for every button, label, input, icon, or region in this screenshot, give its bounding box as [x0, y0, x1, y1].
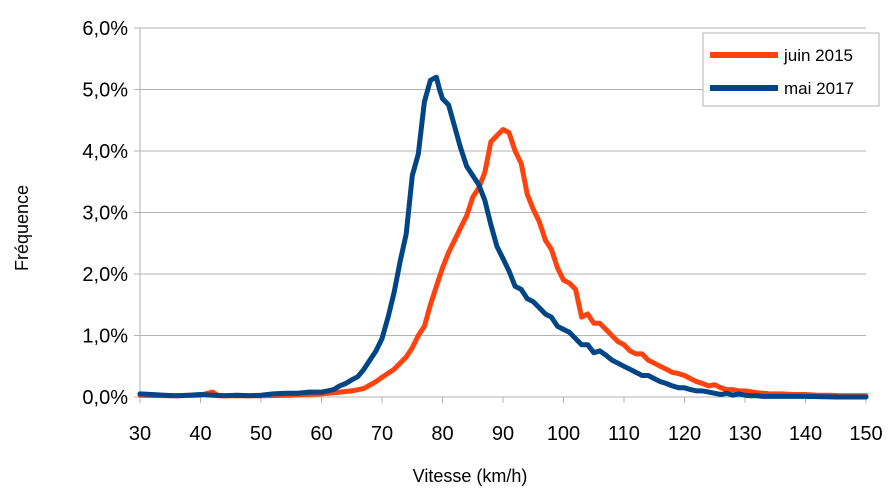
- x-tick-label: 120: [668, 423, 701, 445]
- y-tick-label: 3,0%: [82, 203, 128, 225]
- x-tick-label: 40: [189, 423, 211, 445]
- y-axis-title: Fréquence: [12, 185, 32, 271]
- x-tick-label: 30: [129, 423, 151, 445]
- series-lines: [137, 74, 869, 400]
- series-line-juin-2015: [137, 127, 869, 399]
- y-tick-label: 0,0%: [82, 387, 128, 409]
- legend: juin 2015 mai 2017: [702, 32, 880, 107]
- y-tick-label: 4,0%: [82, 141, 128, 163]
- legend-box: [702, 32, 880, 107]
- y-tick-label: 2,0%: [82, 264, 128, 286]
- y-tick-label: 1,0%: [82, 326, 128, 348]
- x-tick-label: 140: [789, 423, 822, 445]
- series-line-mai-2017: [137, 74, 869, 400]
- tick-labels: 0,0% 1,0% 2,0% 3,0% 4,0% 5,0% 6,0% 30 40 50 60 70 80…: [82, 18, 882, 445]
- y-tick-label: 6,0%: [82, 18, 128, 40]
- x-tick-label: 150: [849, 423, 882, 445]
- x-tick-label: 90: [492, 423, 514, 445]
- legend-label-mai-2017: mai 2017: [784, 79, 854, 98]
- gridlines: [140, 27, 866, 398]
- x-tick-label: 130: [728, 423, 761, 445]
- x-tick-label: 50: [250, 423, 272, 445]
- legend-label-juin-2015: juin 2015: [783, 46, 853, 65]
- x-tick-label: 60: [310, 423, 332, 445]
- x-axis-title: Vitesse (km/h): [413, 466, 528, 486]
- x-tick-label: 80: [431, 423, 453, 445]
- x-tick-label: 100: [547, 423, 580, 445]
- x-tick-label: 110: [608, 423, 640, 445]
- y-tick-label: 5,0%: [82, 80, 128, 102]
- x-tick-label: 70: [371, 423, 393, 445]
